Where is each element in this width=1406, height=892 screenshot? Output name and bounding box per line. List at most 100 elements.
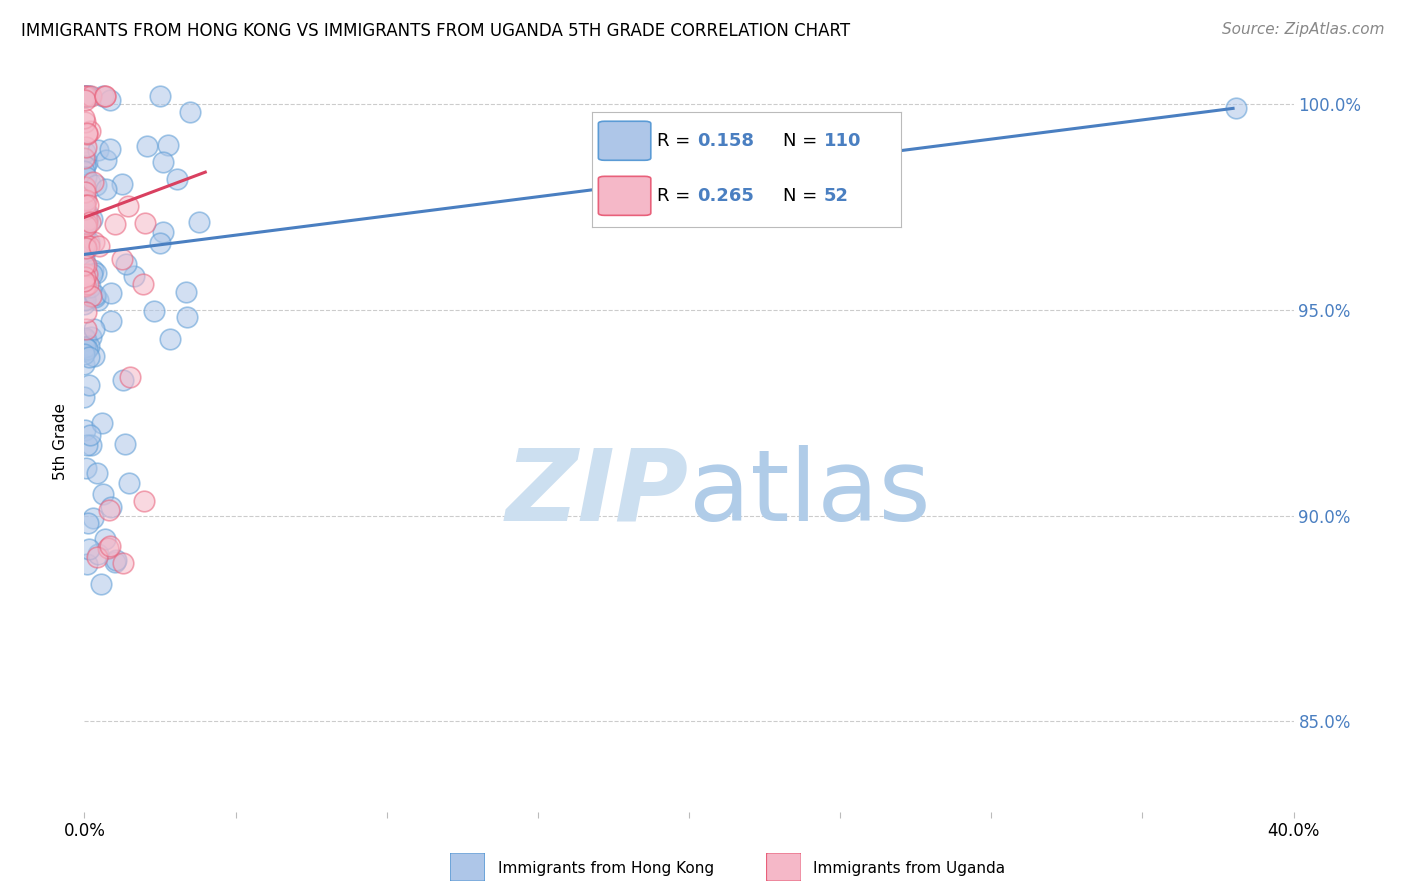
Point [73,225,96,239]
Point [75,278,97,293]
Point [73,346,96,360]
Point [75,322,97,336]
Point [76,127,98,141]
Point [73,181,96,195]
Point [132,493,155,508]
Point [73,151,96,165]
Point [98,143,121,157]
Point [73,281,96,295]
Point [73,241,96,255]
Point [79,279,101,293]
Point [149,89,172,103]
Point [75,240,97,254]
Point [76,342,98,356]
Point [75,216,97,230]
Point [174,285,197,300]
Text: N =: N = [783,186,824,205]
Point [73,289,96,303]
Point [73,357,96,371]
Point [105,553,128,567]
Point [77,198,100,212]
Point [1225,101,1247,115]
Point [104,217,127,231]
Point [82,510,104,524]
Point [152,154,174,169]
Point [117,199,139,213]
FancyBboxPatch shape [450,853,485,881]
Point [73,89,96,103]
Point [73,279,96,293]
Point [87,293,110,307]
Point [77,239,100,253]
Text: ZIP: ZIP [506,445,689,541]
Point [75,186,97,200]
Point [75,258,97,272]
Point [176,310,198,325]
Point [111,177,134,191]
Point [73,224,96,238]
Point [73,112,96,126]
Point [94,153,117,167]
Point [73,293,96,307]
Point [76,558,98,572]
Point [79,438,101,452]
Point [73,206,96,220]
Point [118,370,141,384]
Point [179,104,201,119]
Text: Immigrants from Hong Kong: Immigrants from Hong Kong [498,862,714,876]
Point [75,305,97,319]
Point [111,252,134,266]
Point [73,344,96,359]
Point [79,176,101,190]
Text: atlas: atlas [689,445,931,541]
Point [98,93,121,107]
Point [75,145,97,159]
Text: IMMIGRANTS FROM HONG KONG VS IMMIGRANTS FROM UGANDA 5TH GRADE CORRELATION CHART: IMMIGRANTS FROM HONG KONG VS IMMIGRANTS … [21,22,851,40]
Point [115,257,138,271]
Point [122,268,145,283]
Point [135,138,157,153]
Point [82,263,104,277]
Point [73,243,96,257]
Point [76,217,98,231]
Point [75,460,97,475]
Point [73,198,96,212]
Point [80,267,103,281]
Point [86,549,108,564]
Point [73,215,96,229]
Point [80,89,103,103]
Point [83,321,105,335]
Point [112,556,135,570]
Point [73,274,96,288]
Point [75,279,97,293]
Point [77,350,100,364]
Point [132,277,155,291]
Point [75,257,97,271]
Point [149,235,172,250]
Point [73,89,96,103]
Text: 0.265: 0.265 [697,186,754,205]
Point [89,239,111,253]
Point [79,215,101,229]
Point [86,466,108,480]
Point [73,292,96,306]
Point [77,235,100,249]
Point [73,275,96,289]
Point [84,290,107,304]
Point [84,266,107,280]
Point [100,285,122,300]
Point [73,297,96,311]
Point [90,416,112,430]
Point [76,89,98,103]
Point [73,164,96,178]
Point [73,180,96,194]
Text: R =: R = [657,186,696,205]
Point [75,333,97,347]
Text: N =: N = [783,132,824,150]
Point [73,237,96,252]
Point [75,194,97,208]
Point [77,339,100,353]
Text: 110: 110 [824,132,860,150]
Point [73,340,96,354]
Point [166,172,188,186]
